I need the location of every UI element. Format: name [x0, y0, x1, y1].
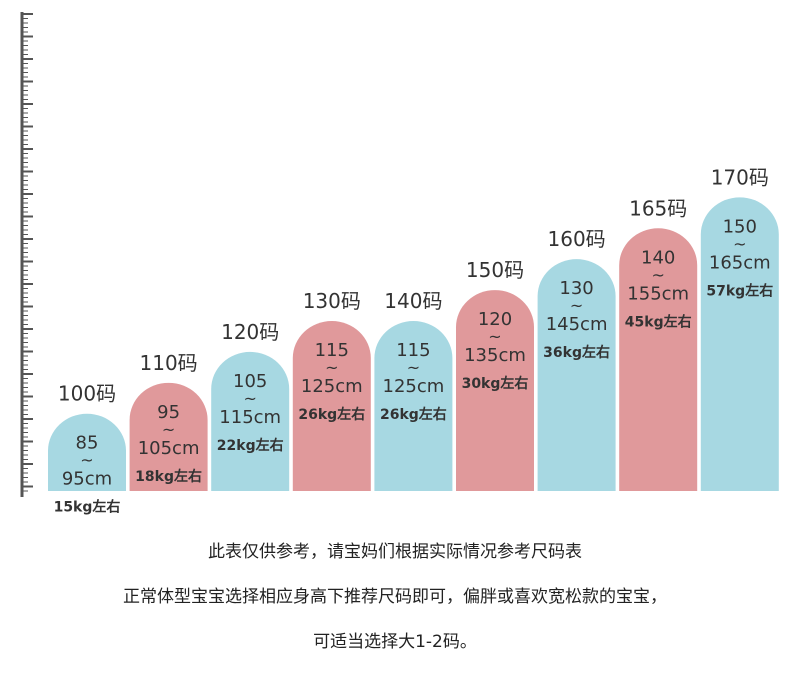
height-high-label: 125cm — [301, 376, 363, 397]
bar-size-label: 160码 — [548, 227, 606, 251]
height-high-label: 145cm — [546, 314, 608, 335]
height-high-label: 105cm — [138, 438, 200, 459]
bar — [456, 290, 534, 491]
bar-group: 170码 150~165cm 57kg左右 — [700, 165, 779, 491]
tilde-label: ~ — [570, 296, 583, 315]
bar — [292, 320, 371, 491]
bar-size-label: 110码 — [140, 351, 198, 375]
weight-label: 26kg左右 — [298, 406, 365, 423]
height-high-label: 165cm — [709, 252, 771, 273]
height-low-label: 95 — [157, 402, 180, 423]
height-high-label: 155cm — [627, 283, 689, 304]
note-line-2: 正常体型宝宝选择相应身高下推荐尺码即可，偏胖或喜欢宽松款的宝宝， — [123, 587, 667, 607]
weight-label: 30kg左右 — [462, 375, 529, 392]
height-high-label: 115cm — [219, 407, 281, 428]
height-low-label: 105 — [233, 371, 267, 392]
bar — [48, 413, 126, 491]
bar — [129, 382, 208, 491]
note-line-1: 此表仅供参考，请宝妈们根据实际情况参考尺码表 — [208, 542, 582, 562]
bar-group: 120码 105~115cm 22kg左右 — [211, 320, 290, 491]
height-low-label: 85 — [76, 433, 99, 454]
height-high-label: 125cm — [383, 376, 445, 397]
height-high-label: 95cm — [62, 469, 112, 490]
tilde-label: ~ — [651, 265, 664, 284]
tilde-label: ~ — [407, 358, 420, 377]
height-low-label: 120 — [478, 309, 512, 330]
bar — [374, 320, 453, 491]
bar — [619, 228, 698, 492]
bar-group: 100码 85~95cm 15kg左右 — [48, 382, 126, 516]
weight-label: 36kg左右 — [543, 344, 610, 361]
bar-size-label: 170码 — [711, 165, 769, 189]
bar-group: 165码 140~155cm 45kg左右 — [619, 196, 698, 492]
size-bars: 100码85~95cm15kg左右110码95~105cm18kg左右120码1… — [48, 165, 779, 516]
bar-group: 130码 115~125cm 26kg左右 — [292, 289, 371, 491]
tilde-label: ~ — [488, 327, 501, 346]
height-low-label: 140 — [641, 247, 675, 268]
tilde-label: ~ — [80, 451, 93, 470]
bar — [211, 351, 290, 491]
bar — [700, 197, 779, 491]
weight-label: 15kg左右 — [54, 499, 121, 516]
bar-group: 140码 115~125cm 26kg左右 — [374, 289, 453, 491]
bar-group: 160码 130~145cm 36kg左右 — [537, 227, 616, 491]
tilde-label: ~ — [162, 420, 175, 439]
bar-group: 150码 120~135cm 30kg左右 — [456, 258, 534, 491]
height-low-label: 115 — [315, 340, 349, 361]
height-low-label: 150 — [723, 216, 757, 237]
height-high-label: 135cm — [464, 345, 526, 366]
tilde-label: ~ — [243, 389, 256, 408]
note-line-3: 可适当选择大1-2码。 — [313, 632, 477, 652]
bar-size-label: 130码 — [303, 289, 361, 313]
weight-label: 45kg左右 — [625, 313, 692, 330]
weight-label: 57kg左右 — [706, 282, 773, 299]
bar-size-label: 140码 — [384, 289, 442, 313]
tilde-label: ~ — [325, 358, 338, 377]
bar — [537, 259, 616, 491]
bar-group: 110码 95~105cm 18kg左右 — [129, 351, 208, 491]
bar-size-label: 120码 — [221, 320, 279, 344]
size-notes: 此表仅供参考，请宝妈们根据实际情况参考尺码表 正常体型宝宝选择相应身高下推荐尺码… — [0, 530, 790, 665]
weight-label: 18kg左右 — [135, 468, 202, 485]
bar-size-label: 100码 — [58, 382, 116, 406]
tilde-label: ~ — [733, 234, 746, 253]
size-chart: 100码85~95cm15kg左右110码95~105cm18kg左右120码1… — [20, 12, 779, 516]
weight-label: 22kg左右 — [217, 437, 284, 454]
bar-size-label: 150码 — [466, 258, 524, 282]
height-ruler — [20, 12, 33, 497]
height-low-label: 130 — [559, 278, 593, 299]
bar-size-label: 165码 — [629, 196, 687, 220]
height-low-label: 115 — [396, 340, 430, 361]
weight-label: 26kg左右 — [380, 406, 447, 423]
